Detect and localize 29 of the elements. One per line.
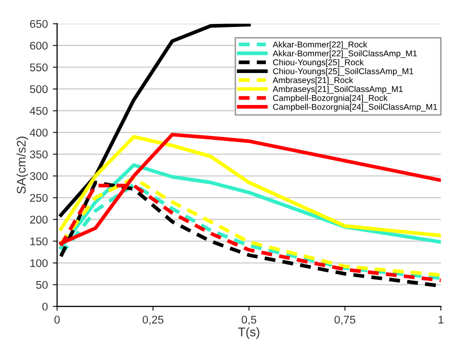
y-tick-label: 650 <box>30 20 48 28</box>
y-tick-label: 550 <box>30 63 48 72</box>
y-tick-label: 150 <box>30 237 48 246</box>
legend-label: Akkar-Bommer[22]_SoilClassAmp_M1 <box>272 50 417 58</box>
x-tick-label: 0,75 <box>334 316 356 325</box>
y-tick-label: 500 <box>30 85 48 94</box>
y-tick-label: 0 <box>42 302 48 311</box>
y-tick-label: 300 <box>30 172 48 180</box>
y-tick-label: 50 <box>36 280 48 289</box>
x-tick-label: 1 <box>438 316 444 324</box>
legend-label: Chiou-Youngs[25]_SoilClassAmp_M1 <box>273 68 414 76</box>
legend-label: Akkar-Bommer[22]_Rock <box>272 41 368 50</box>
y-tick-label: 100 <box>30 259 48 268</box>
legend-label: Campbell-Bozorgnia[24]_Rock <box>273 94 388 103</box>
legend-label: Campbell-Bozorgnia[24]_SoilClassAmp_M1 <box>273 104 438 112</box>
x-tick-label: 0 <box>54 316 60 324</box>
legend-label: Chiou-Youngs[25]_Rock <box>273 59 364 67</box>
y-tick-label: 600 <box>30 42 48 50</box>
legend-label: Ambraseys[21]_Rock <box>272 76 354 85</box>
x-axis-title: T(s) <box>238 327 260 339</box>
legend-label: Ambraseys[21]_SoilClassAmp_M1 <box>272 86 403 94</box>
y-tick-label: 200 <box>30 216 48 224</box>
y-tick-label: 350 <box>30 150 48 158</box>
x-tick-label: 0,5 <box>242 316 256 325</box>
y-tick-label: 250 <box>30 194 48 202</box>
y-axis-title: SA(cm/s2) <box>16 136 28 194</box>
y-tick-label: 450 <box>30 106 48 115</box>
x-tick-label: 0,25 <box>142 316 164 325</box>
y-tick-label: 400 <box>30 128 48 137</box>
